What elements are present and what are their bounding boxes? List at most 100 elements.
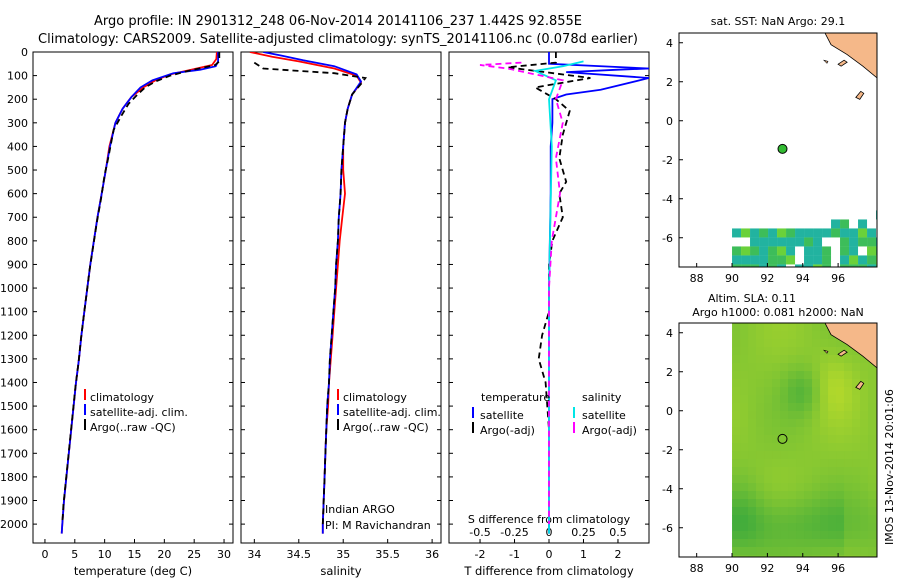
sla-cell (796, 387, 805, 396)
x-tick-label: 88 (690, 562, 704, 575)
x-tick-label: 90 (725, 562, 739, 575)
sla-cell (780, 467, 789, 476)
sla-cell (844, 387, 853, 396)
sla-cell (764, 491, 773, 500)
top-x-tick-label: -0.25 (500, 526, 528, 539)
sla-cell (796, 451, 805, 460)
annotation-line1: Indian ARGO (325, 503, 395, 516)
figure-title-line1: Argo profile: IN 2901312_248 06-Nov-2014… (94, 14, 582, 29)
sla-cell (852, 555, 861, 557)
y-tick-label: 1500 (0, 400, 28, 413)
sla-cell (756, 331, 765, 340)
sla-cell (852, 411, 861, 420)
y-tick-label: -6 (662, 522, 673, 535)
sla-cell (812, 499, 821, 508)
sla-cell (780, 443, 789, 452)
sla-cell (756, 419, 765, 428)
sla-cell (772, 483, 781, 492)
sla-cell (860, 467, 869, 476)
y-tick-label: 0 (666, 405, 673, 418)
sla-cell (868, 531, 877, 540)
sst-cell (867, 246, 877, 256)
sla-cell (772, 451, 781, 460)
sla-cell (820, 363, 829, 372)
sla-cell (804, 411, 813, 420)
sla-cell (788, 403, 797, 412)
sla-cell (852, 507, 861, 516)
x-tick-label: 15 (127, 548, 141, 561)
sla-cell (836, 459, 845, 468)
sla-cell (868, 435, 877, 444)
sla-cell (828, 411, 837, 420)
sla-cell (852, 363, 861, 372)
sla-cell (780, 459, 789, 468)
sla-cell (836, 515, 845, 524)
island (822, 59, 829, 64)
sla-cell (796, 483, 805, 492)
sla-cell (772, 379, 781, 388)
sla-cell (860, 427, 869, 436)
sla-cell (820, 491, 829, 500)
sla-cell (812, 459, 821, 468)
sla-cell (828, 379, 837, 388)
x-tick-label: 5 (71, 548, 78, 561)
sst-cell (813, 264, 823, 267)
sst-cell (858, 219, 868, 229)
sla-cell (780, 555, 789, 557)
sla-cell (740, 331, 749, 340)
sla-cell (740, 403, 749, 412)
sla-cell (732, 491, 741, 500)
sla-cell (756, 411, 765, 420)
y-tick-label: 1400 (0, 376, 28, 389)
sla-cell (844, 355, 853, 364)
sla-cell (780, 547, 789, 556)
sla-cell (836, 395, 845, 404)
sla-cell (740, 435, 749, 444)
sla-cell (804, 379, 813, 388)
sla-cell (812, 555, 821, 557)
x-axis-label: T difference from climatology (463, 564, 634, 578)
sla-cell (764, 395, 773, 404)
sla-cell (836, 443, 845, 452)
sla-cell (860, 507, 869, 516)
sla-cell (812, 491, 821, 500)
sla-cell (756, 379, 765, 388)
sla-cell (732, 443, 741, 452)
legend-label: Argo(-adj) (480, 424, 535, 437)
sla-cell (732, 515, 741, 524)
top-x-tick-label: 0.5 (609, 526, 627, 539)
sst_map-frame (678, 32, 878, 268)
legend-label: climatology (90, 391, 154, 404)
sla-cell (844, 427, 853, 436)
sla-cell (764, 475, 773, 484)
sla-cell (740, 451, 749, 460)
sla-cell (748, 411, 757, 420)
sla-cell (796, 419, 805, 428)
sla-cell (740, 363, 749, 372)
sla-cell (740, 459, 749, 468)
sla-cell (836, 427, 845, 436)
sla-cell (836, 435, 845, 444)
sla-cell (740, 323, 749, 332)
y-tick-label: 1900 (0, 495, 28, 508)
sla-cell (748, 331, 757, 340)
sla-cell (764, 387, 773, 396)
sla-cell (836, 355, 845, 364)
sla-cell (748, 387, 757, 396)
sst-cell (741, 264, 751, 267)
sla-cell (860, 435, 869, 444)
sst-cell (732, 228, 742, 238)
x-tick-label: 96 (831, 562, 845, 575)
sla-cell (868, 371, 877, 380)
sst-cell (858, 228, 868, 238)
sla-cell (764, 499, 773, 508)
sla-cell (868, 507, 877, 516)
sla-cell (820, 427, 829, 436)
sla-cell (740, 339, 749, 348)
sla-cell (868, 459, 877, 468)
sla-cell (812, 371, 821, 380)
sla-cell (804, 371, 813, 380)
sla-cell (788, 323, 797, 332)
sst-cell (786, 228, 796, 238)
sla-cell (732, 331, 741, 340)
